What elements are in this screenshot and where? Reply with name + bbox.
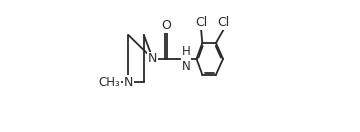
Text: Cl: Cl — [195, 16, 207, 29]
Text: N: N — [123, 76, 133, 89]
Text: Cl: Cl — [217, 16, 230, 29]
Text: CH₃: CH₃ — [98, 76, 120, 89]
Text: N: N — [148, 52, 158, 65]
Text: H
N: H N — [182, 45, 190, 73]
Text: O: O — [161, 19, 171, 32]
